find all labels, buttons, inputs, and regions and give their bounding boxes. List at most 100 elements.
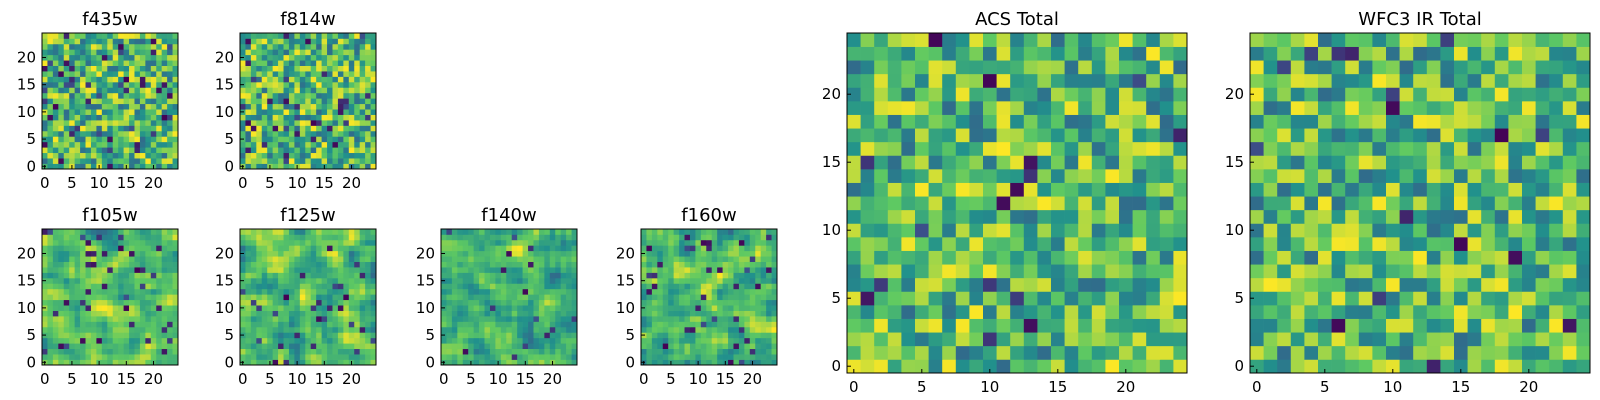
heatmap-cell xyxy=(250,310,257,317)
heatmap-cell xyxy=(256,43,263,50)
heatmap-cell xyxy=(1290,359,1305,374)
y-tick-label: 5 xyxy=(425,326,435,344)
heatmap-cell xyxy=(316,163,322,170)
heatmap-cell xyxy=(1132,345,1147,360)
heatmap-cell xyxy=(860,237,875,251)
heatmap-cell xyxy=(354,277,361,284)
heatmap-cell xyxy=(161,114,168,121)
heatmap-cell xyxy=(887,46,902,61)
heatmap-cell xyxy=(327,49,333,56)
heatmap-cell xyxy=(511,359,518,366)
heatmap-cell xyxy=(365,120,371,126)
heatmap-cell xyxy=(348,310,355,317)
heatmap-cell xyxy=(441,321,447,328)
heatmap-cell xyxy=(646,326,653,333)
heatmap-cell xyxy=(1064,182,1079,197)
heatmap-cell xyxy=(700,272,707,279)
heatmap-cell xyxy=(90,76,97,83)
heatmap-cell xyxy=(167,294,173,301)
heatmap-cell xyxy=(489,310,496,317)
heatmap-cell xyxy=(250,130,257,137)
heatmap-cell xyxy=(657,277,664,284)
heatmap-cell xyxy=(1467,128,1482,143)
heatmap-cell xyxy=(321,38,328,45)
heatmap-cell xyxy=(107,256,114,262)
y-tick-label: 10 xyxy=(215,299,234,317)
heatmap-cell xyxy=(299,141,306,148)
heatmap-cell xyxy=(145,267,152,273)
heatmap-cell xyxy=(722,245,729,252)
heatmap-cell xyxy=(283,288,290,295)
heatmap-cell xyxy=(996,223,1011,238)
heatmap-cell xyxy=(272,310,279,317)
heatmap-cell xyxy=(172,348,179,355)
y-tick-label: 0 xyxy=(224,157,234,175)
heatmap-cell xyxy=(370,87,377,94)
heatmap-cell xyxy=(760,316,767,322)
heatmap-cell xyxy=(80,288,86,295)
heatmap-cell xyxy=(112,87,119,94)
heatmap-cell xyxy=(651,326,658,333)
heatmap-cell xyxy=(1426,332,1441,347)
heatmap-cell xyxy=(901,359,916,374)
heatmap-cell xyxy=(343,272,350,279)
heatmap-cell xyxy=(337,348,344,355)
heatmap-cell xyxy=(706,261,713,268)
heatmap-cell xyxy=(305,343,312,350)
heatmap-cell xyxy=(560,283,567,290)
heatmap-cell xyxy=(343,294,350,301)
heatmap-cell xyxy=(288,38,295,45)
heatmap-cell xyxy=(1023,305,1038,319)
heatmap-cell xyxy=(495,299,502,306)
heatmap-cell xyxy=(955,169,970,183)
heatmap-cell xyxy=(1535,209,1550,224)
heatmap-cell xyxy=(1440,305,1455,319)
heatmap-cell xyxy=(256,316,263,322)
heatmap-cell xyxy=(96,321,103,328)
heatmap-cell xyxy=(348,76,355,83)
heatmap-cell xyxy=(161,60,168,66)
heatmap-cell xyxy=(446,239,453,246)
heatmap-cell xyxy=(517,261,523,268)
heatmap-cell xyxy=(261,33,268,39)
heatmap-cell xyxy=(69,125,75,132)
heatmap-cell xyxy=(283,310,290,317)
heatmap-cell xyxy=(728,316,734,322)
heatmap-cell xyxy=(738,321,745,328)
heatmap-cell xyxy=(337,239,344,246)
heatmap-cell xyxy=(874,73,889,88)
heatmap-cell xyxy=(354,114,361,121)
heatmap-cell xyxy=(90,250,97,257)
heatmap-cell xyxy=(446,305,453,311)
heatmap-cell xyxy=(370,109,377,115)
heatmap-cell xyxy=(129,60,135,66)
heatmap-cell xyxy=(63,337,70,344)
heatmap-cell xyxy=(354,65,361,72)
heatmap-cell xyxy=(446,283,453,290)
heatmap-cell xyxy=(673,359,680,366)
heatmap-cell xyxy=(695,310,702,317)
heatmap-cell xyxy=(1173,141,1188,156)
heatmap-cell xyxy=(549,326,556,333)
heatmap-cell xyxy=(668,283,674,290)
heatmap-cell xyxy=(118,305,124,311)
heatmap-cell xyxy=(129,65,135,72)
heatmap-cell xyxy=(522,234,529,241)
heatmap-cell xyxy=(161,239,168,246)
heatmap-cell xyxy=(700,321,707,328)
heatmap-cell xyxy=(457,267,464,273)
heatmap-cell xyxy=(288,234,295,241)
heatmap-cell xyxy=(555,348,562,355)
heatmap-cell xyxy=(722,332,729,339)
heatmap-cell xyxy=(52,316,59,322)
heatmap-cell xyxy=(299,49,306,56)
heatmap-cell xyxy=(717,310,723,317)
heatmap-cell xyxy=(250,337,257,344)
heatmap-cell xyxy=(161,229,168,235)
heatmap-cell xyxy=(1064,60,1079,75)
heatmap-cell xyxy=(1358,223,1373,238)
heatmap-cell xyxy=(321,261,328,268)
heatmap-cell xyxy=(1372,141,1387,156)
heatmap-cell xyxy=(771,288,778,295)
heatmap-cell xyxy=(348,272,355,279)
